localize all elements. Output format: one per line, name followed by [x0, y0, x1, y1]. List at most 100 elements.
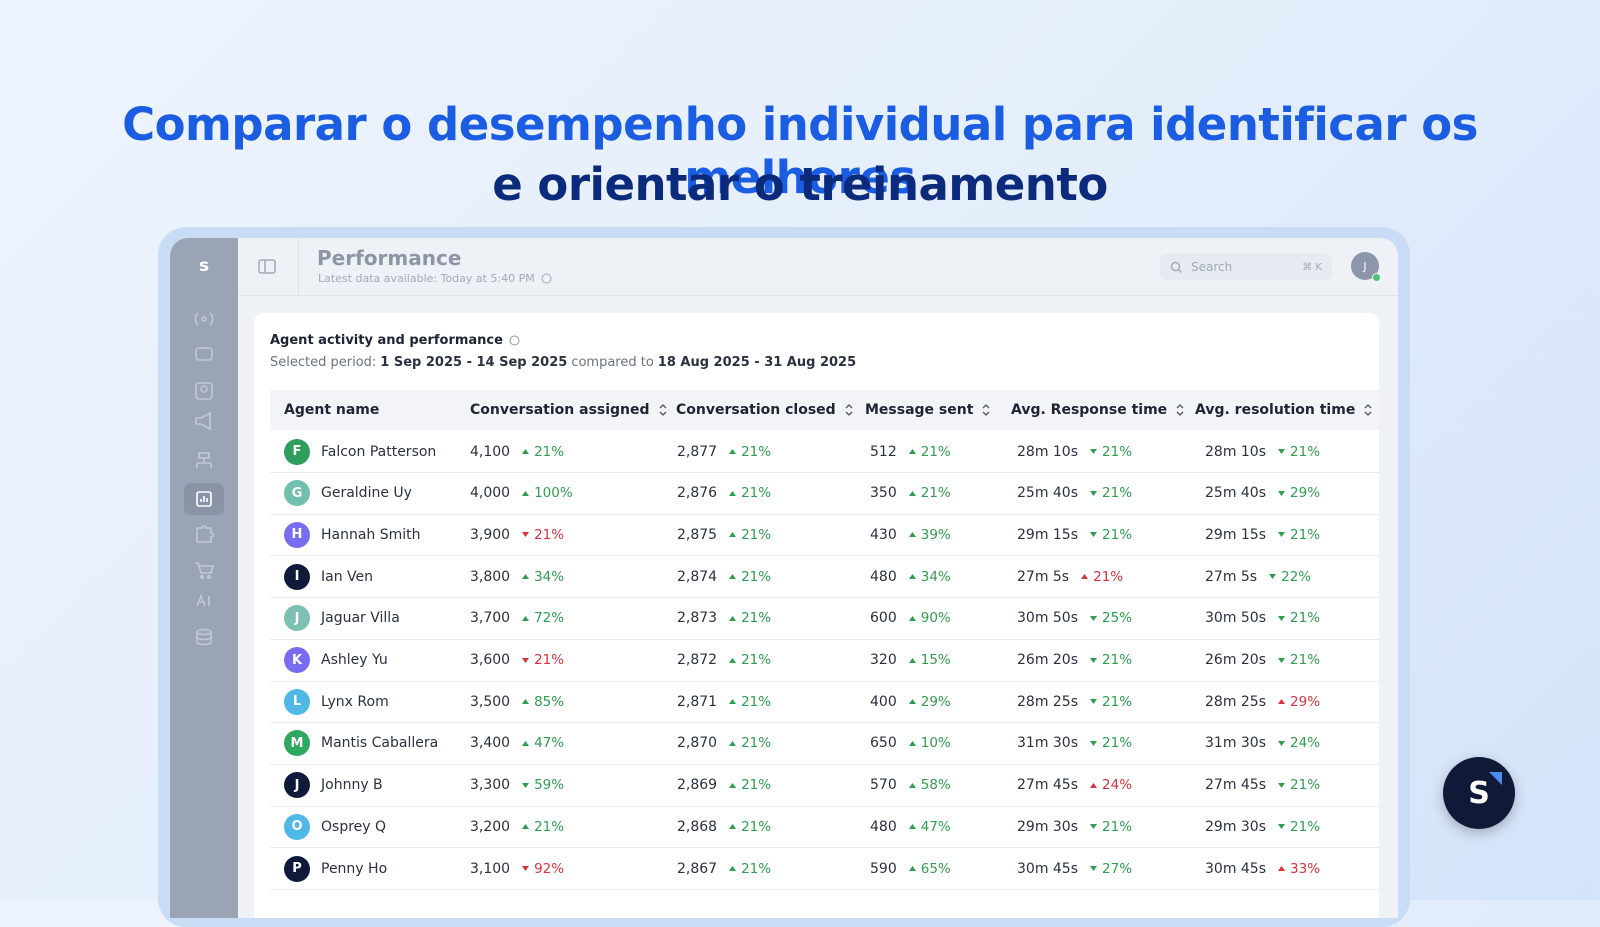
metric-cell: 29m 15s 21%: [1017, 514, 1132, 555]
change-value: 21%: [741, 652, 772, 668]
agent-cell: I Ian Ven: [284, 556, 373, 597]
metric-cell: 320 15%: [870, 640, 951, 681]
metric-cell: 480 34%: [870, 556, 951, 597]
trend-triangle: [1090, 699, 1098, 705]
trend-triangle: [908, 866, 916, 871]
metric-cell: 2,876 21%: [677, 473, 771, 514]
performance-card: Agent activity and performance Selected …: [254, 313, 1379, 918]
trend-triangle: [908, 657, 916, 663]
metric-cell: 28m 25s 29%: [1205, 681, 1320, 722]
trend-arrow: [1090, 449, 1098, 454]
sidebar-icons[interactable]: [170, 298, 238, 658]
sort-arrows: [982, 404, 990, 416]
metric-cell: 30m 45s 33%: [1205, 848, 1320, 889]
trend-arrow: [729, 532, 737, 538]
column-title: Conversation closed: [676, 402, 836, 418]
trend-arrow: [1278, 740, 1286, 746]
change-value: 58%: [920, 777, 951, 794]
trend-arrow: [908, 699, 916, 705]
metric-cell: 2,867 21%: [677, 848, 771, 889]
sort-icon[interactable]: [1175, 403, 1185, 417]
sort-icon[interactable]: [844, 403, 854, 417]
trend-triangle: [522, 782, 530, 788]
metric-cell: 27m 5s 22%: [1205, 556, 1311, 597]
change: 34%: [908, 569, 951, 585]
sort-icon[interactable]: [658, 403, 668, 417]
sidebar: s: [170, 238, 238, 918]
trend-triangle: [1090, 449, 1098, 454]
metric-cell: 26m 20s 21%: [1017, 640, 1132, 681]
change-value: 21%: [741, 818, 772, 835]
trend-arrow: [522, 866, 530, 871]
change-value: 21%: [1290, 652, 1321, 668]
change: 21%: [729, 819, 771, 835]
change-value: 72%: [534, 610, 565, 627]
metric-value: 3,800: [470, 568, 511, 585]
trend-triangle: [1090, 824, 1098, 830]
trend-arrow: [908, 740, 916, 746]
trend-arrow: [1090, 532, 1098, 538]
metric-value: 28m 10s: [1017, 443, 1079, 460]
subtitle-row: Latest data available: Today at 5:40 PM: [318, 272, 552, 285]
metric-value: 30m 50s: [1205, 610, 1267, 627]
table-row: H Hannah Smith 3,900 21% 2,875 21% 430 39% 29m 1…: [270, 514, 1379, 557]
change: 39%: [908, 527, 951, 543]
table-header: Agent name Conversation assigned Conversat…: [270, 390, 1379, 430]
metric-value: 570: [870, 777, 897, 794]
metric-value: 26m 20s: [1017, 652, 1079, 668]
top-bar: Performance Latest data available: Today…: [238, 238, 1398, 296]
trend-triangle: [1090, 740, 1098, 746]
trend-arrow: [1278, 782, 1286, 788]
metric-value: 400: [870, 693, 897, 710]
trend-triangle: [1081, 574, 1089, 580]
trend-triangle: [1278, 866, 1286, 871]
sort-icon[interactable]: [981, 403, 991, 417]
search-box[interactable]: Search ⌘ K: [1160, 254, 1332, 280]
metric-cell: 2,873 21%: [677, 598, 771, 639]
metric-value: 30m 45s: [1017, 860, 1079, 877]
metric-value: 2,875: [677, 526, 718, 543]
change-value: 21%: [1093, 568, 1124, 585]
headline-line: Comparar o desempenho individual para id…: [122, 98, 1478, 204]
trend-arrow: [729, 824, 737, 830]
column-header: Avg. resolution time: [1195, 390, 1373, 430]
trend-triangle: [522, 866, 530, 871]
agent-cell: O Osprey Q: [284, 806, 386, 847]
column-header: Agent name: [284, 390, 379, 430]
metric-cell: 31m 30s 21%: [1017, 723, 1132, 764]
trend-arrow: [729, 699, 737, 705]
metric-cell: 2,877 21%: [677, 431, 771, 472]
metric-cell: 28m 10s 21%: [1017, 431, 1132, 472]
agent-name: Ashley Yu: [321, 652, 388, 668]
change-value: 21%: [1102, 735, 1133, 752]
agent-cell: F Falcon Patterson: [284, 431, 436, 472]
metric-value: 30m 50s: [1017, 610, 1079, 627]
metric-value: 650: [870, 735, 897, 752]
trend-triangle: [729, 615, 737, 621]
change-value: 59%: [534, 777, 565, 794]
metric-cell: 350 21%: [870, 473, 951, 514]
change: 21%: [1278, 444, 1320, 460]
change: 21%: [1090, 735, 1132, 751]
sort-icon[interactable]: [1363, 403, 1373, 417]
change-value: 21%: [741, 860, 772, 877]
chat-button[interactable]: S: [1443, 757, 1515, 829]
metric-value: 31m 30s: [1205, 735, 1267, 752]
metric-cell: 27m 5s 21%: [1017, 556, 1123, 597]
change-value: 21%: [1290, 818, 1321, 835]
change: 21%: [1278, 777, 1320, 793]
metric-value: 29m 30s: [1205, 818, 1267, 835]
change: 21%: [729, 861, 771, 877]
trend-arrow: [522, 615, 530, 621]
compared-label: compared to: [571, 355, 654, 370]
table-row: K Ashley Yu 3,600 21% 2,872 21% 320 15% 26m 20s 2…: [270, 640, 1379, 682]
change: 72%: [522, 610, 564, 626]
metric-cell: 30m 50s 21%: [1205, 598, 1320, 639]
user-initial: J: [1363, 259, 1367, 273]
change-value: 24%: [1102, 777, 1133, 794]
metric-value: 2,870: [677, 735, 718, 752]
metric-value: 350: [870, 485, 897, 502]
trend-triangle: [1278, 490, 1286, 496]
toggle-sidebar-icon[interactable]: [258, 258, 276, 276]
change-value: 21%: [534, 818, 565, 835]
